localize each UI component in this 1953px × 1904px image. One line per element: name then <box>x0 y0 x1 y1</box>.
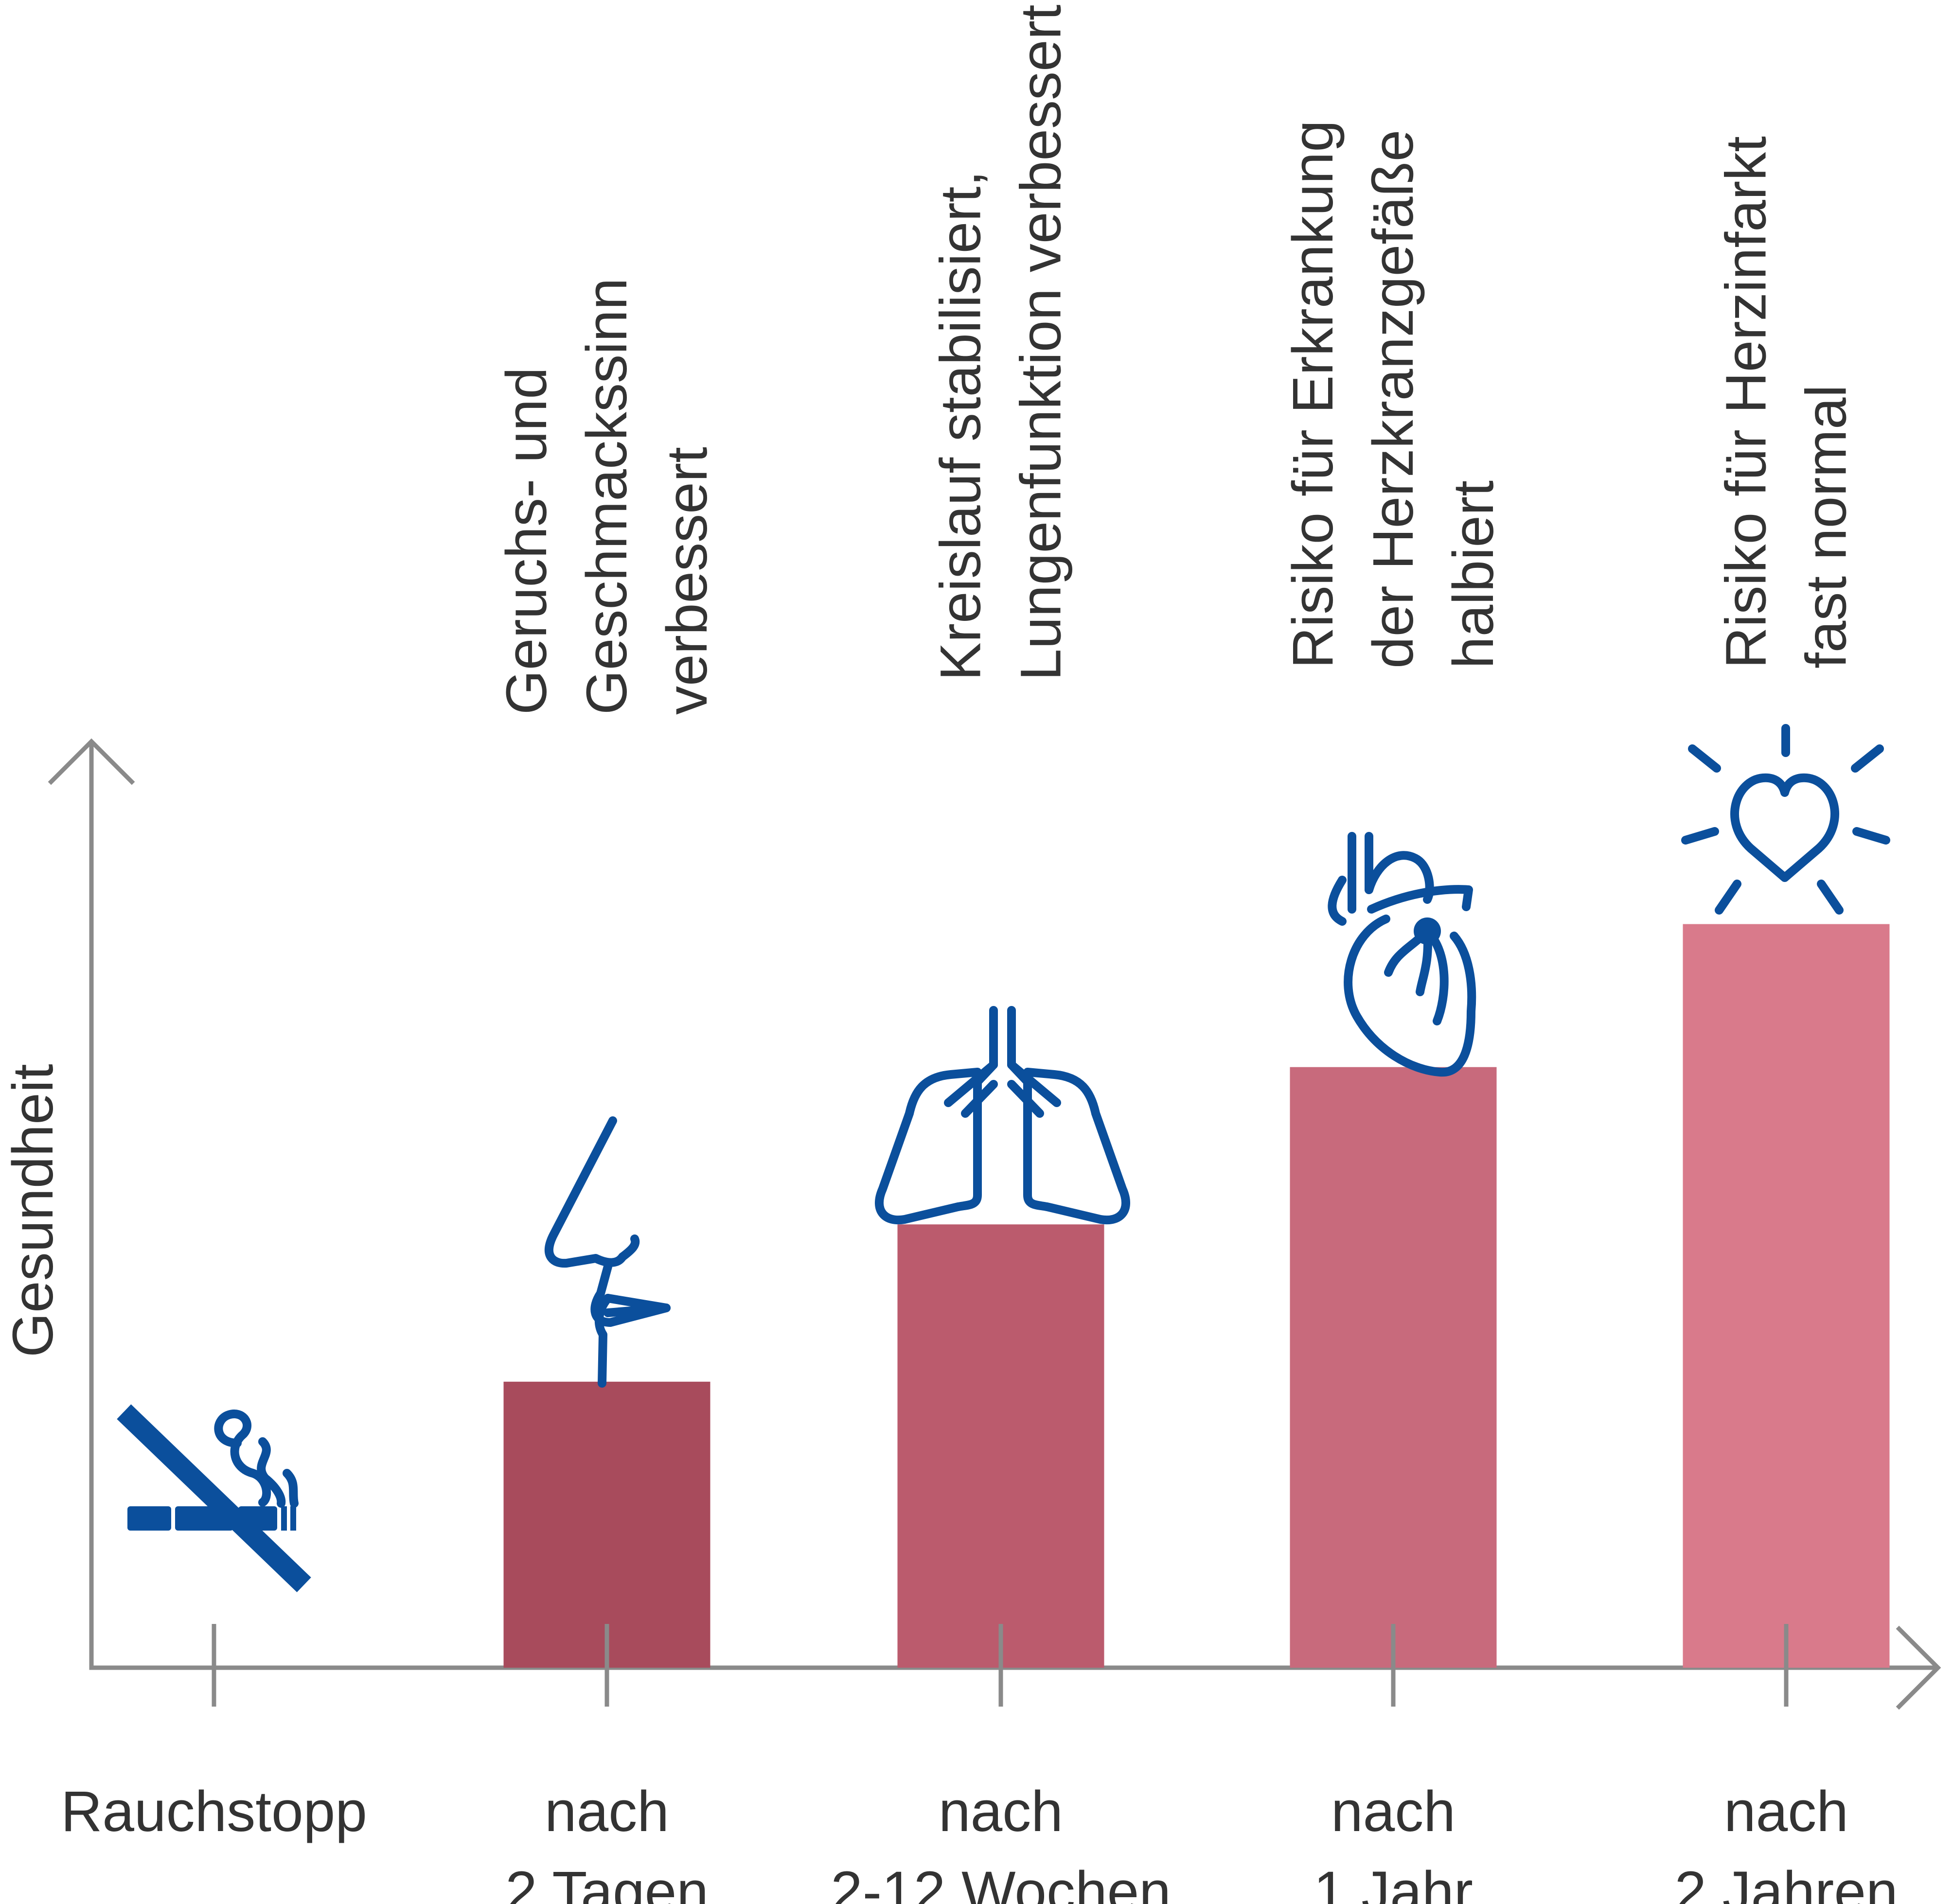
bar-4 <box>1683 924 1890 1668</box>
category-label-4-1: 2 Jahren <box>1674 1860 1898 1904</box>
bar-2 <box>897 1224 1104 1668</box>
category-label-2-1: 2-12 Wochen <box>831 1860 1171 1904</box>
x-ticks <box>212 1624 1789 1707</box>
bar-3 <box>1290 1067 1497 1668</box>
category-labels: Rauchstopp nach 2 Tagen nach 2-12 Wochen nach… <box>61 1780 1898 1904</box>
annotation-3-2: halbiert <box>1441 480 1506 669</box>
category-label-1-0: nach <box>545 1780 669 1844</box>
category-label-1-1: 2 Tagen <box>505 1860 709 1904</box>
annotation-1-0: Geruchs- und <box>495 367 559 715</box>
no-smoking-icon <box>117 1404 311 1592</box>
y-axis-label: Gesundheit <box>1 1064 65 1357</box>
annotation-3-1: der Herzkranzgefäße <box>1361 130 1425 669</box>
category-label-4-0: nach <box>1724 1780 1848 1844</box>
nose-icon <box>544 1116 671 1388</box>
category-label-3-1: 1 Jahr <box>1314 1860 1473 1904</box>
annotation-1-2: verbessert <box>655 447 719 715</box>
bar-1 <box>503 1381 710 1668</box>
heart-anatomy-icon <box>1328 832 1476 1077</box>
annotation-1-1: Geschmackssinn <box>575 278 639 715</box>
annotation-2-0: Kreislauf stabilisiert, <box>929 171 993 681</box>
lungs-icon <box>874 1006 1131 1225</box>
annotation-2-1: Lungenfunktion verbessert <box>1009 4 1073 681</box>
shining-heart-icon <box>1681 724 1890 915</box>
category-label-2-0: nach <box>939 1780 1063 1844</box>
annotations: Geruchs- und Geschmackssinn verbessert Krei… <box>495 4 1859 715</box>
annotation-4-0: Risiko für Herzinfarkt <box>1714 136 1778 669</box>
bars <box>503 924 1890 1668</box>
annotation-4-1: fast normal <box>1794 385 1859 669</box>
annotation-3-0: Risiko für Erkrankung <box>1281 120 1345 669</box>
x-axis-arrow <box>1896 1625 1941 1710</box>
y-axis-arrow <box>48 738 135 785</box>
category-label-0-0: Rauchstopp <box>61 1780 367 1844</box>
category-label-3-0: nach <box>1331 1780 1456 1844</box>
